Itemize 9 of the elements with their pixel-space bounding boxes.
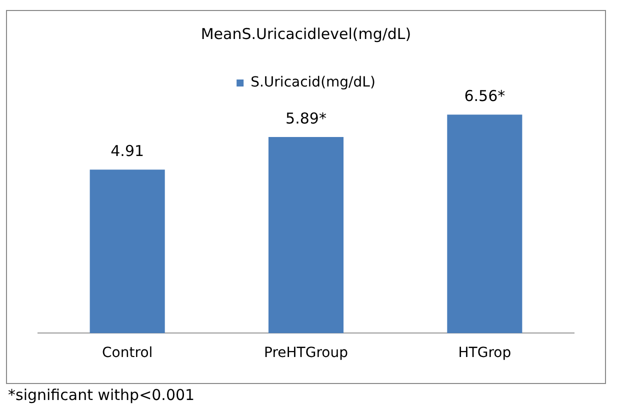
data-label: 6.56*	[464, 87, 506, 106]
text: *significant withp<0.001	[8, 386, 195, 404]
chart-title: MeanS.Uricacidlevel(mg/dL)	[200, 24, 412, 43]
x-tick-label: PreHTGroup	[264, 345, 348, 362]
x-tick-label: Control	[102, 345, 153, 362]
x-tick-label: HTGrop	[458, 345, 512, 362]
legend-label: S.Uricacid(mg/dL)	[250, 74, 376, 91]
data-label: 4.91	[110, 142, 144, 160]
data-label: 5.89*	[286, 109, 327, 128]
